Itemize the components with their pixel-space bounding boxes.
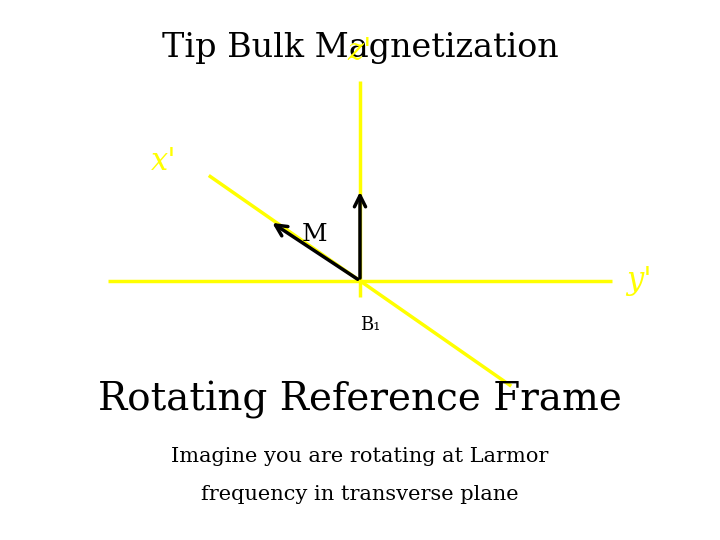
Text: z': z' [348,37,372,68]
Text: M: M [302,224,328,246]
Text: frequency in transverse plane: frequency in transverse plane [201,484,519,504]
Text: Imagine you are rotating at Larmor: Imagine you are rotating at Larmor [171,447,549,466]
Text: B₁: B₁ [360,316,380,334]
Text: y': y' [626,265,652,296]
Text: Rotating Reference Frame: Rotating Reference Frame [98,381,622,418]
Text: x': x' [150,146,176,178]
Text: Tip Bulk Magnetization: Tip Bulk Magnetization [162,32,558,64]
